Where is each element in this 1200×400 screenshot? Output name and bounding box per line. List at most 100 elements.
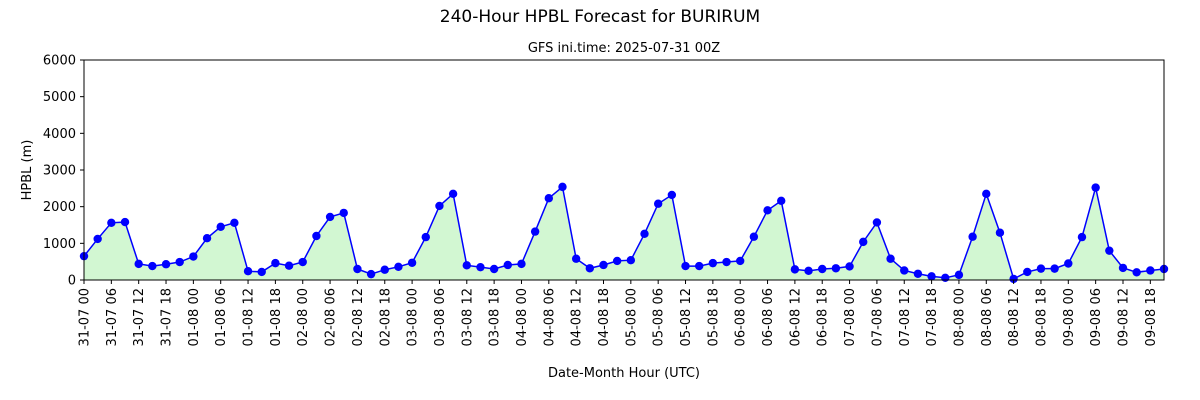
data-point	[189, 252, 198, 261]
x-tick-label: 09-08 00	[1062, 288, 1077, 346]
data-point	[722, 257, 731, 267]
data-point	[1009, 274, 1018, 284]
data-point	[845, 262, 854, 271]
x-tick-label: 07-08 18	[925, 288, 940, 346]
plot-area: 0 1000 2000 3000 4000 5000 6000 31-07 00 31-07 0…	[43, 54, 1169, 346]
data-point	[995, 228, 1005, 237]
data-point	[544, 194, 554, 203]
data-point	[421, 232, 430, 242]
data-point	[558, 182, 567, 192]
data-point	[312, 231, 321, 241]
data-point	[818, 264, 827, 274]
data-point	[216, 222, 225, 232]
data-point	[954, 270, 964, 280]
y-tick-label: 2000	[43, 200, 76, 215]
x-tick-label: 02-08 12	[351, 288, 366, 346]
data-point	[1146, 266, 1155, 275]
x-tick-label: 07-08 12	[898, 288, 913, 346]
x-tick-label: 09-08 12	[1116, 288, 1131, 346]
x-axis-label: Date-Month Hour (UTC)	[548, 366, 700, 381]
x-tick-label: 08-08 18	[1034, 288, 1049, 346]
data-point	[749, 232, 759, 241]
data-point	[517, 259, 526, 269]
data-point	[736, 256, 745, 266]
data-point	[489, 264, 499, 274]
data-point	[380, 265, 389, 274]
x-tick-label: 01-08 00	[187, 288, 202, 346]
y-tick-label: 5000	[43, 90, 76, 105]
y-tick-label: 6000	[43, 54, 76, 69]
data-point	[653, 199, 663, 208]
x-tick-label: 08-08 06	[980, 288, 995, 346]
data-point	[900, 266, 909, 275]
data-point	[366, 269, 376, 279]
x-tick-label: 31-07 12	[132, 288, 147, 346]
data-point	[1050, 264, 1059, 273]
data-point	[1036, 264, 1046, 273]
data-point	[859, 237, 868, 247]
data-point	[612, 256, 622, 266]
data-point	[394, 262, 403, 271]
x-tick-label: 04-08 12	[570, 288, 585, 346]
data-point	[941, 273, 950, 282]
data-point	[325, 212, 335, 222]
data-point	[667, 190, 677, 200]
data-point	[230, 218, 239, 227]
x-tick-label: 01-08 18	[269, 288, 284, 346]
data-point	[284, 261, 294, 270]
data-point	[503, 260, 512, 270]
y-tick-label: 1000	[43, 237, 76, 252]
data-point	[243, 267, 253, 276]
x-tick-label: 07-08 06	[870, 288, 885, 346]
data-point	[1064, 259, 1073, 268]
data-point	[708, 258, 718, 268]
data-point	[353, 264, 362, 274]
x-tick-label: 31-07 06	[105, 288, 120, 346]
x-tick-label: 08-08 12	[1007, 288, 1022, 346]
data-point	[790, 265, 800, 274]
y-tick-label: 3000	[43, 164, 76, 179]
data-point	[462, 261, 471, 270]
data-point	[476, 262, 485, 272]
data-point	[681, 261, 690, 271]
x-tick-label: 03-08 00	[406, 288, 421, 346]
data-point	[107, 218, 116, 227]
data-point	[599, 260, 608, 270]
data-point	[804, 266, 813, 276]
x-tick-label: 04-08 18	[597, 288, 612, 346]
data-point	[1023, 267, 1032, 277]
data-point	[134, 259, 143, 269]
data-point	[571, 254, 581, 263]
data-point	[1105, 246, 1114, 255]
x-tick-label: 01-08 06	[214, 288, 229, 346]
data-point	[872, 218, 882, 227]
y-axis-label: HPBL (m)	[20, 140, 35, 201]
data-point	[148, 261, 157, 271]
data-point	[298, 257, 307, 267]
chart-subtitle: GFS ini.time: 2025-07-31 00Z	[528, 41, 720, 56]
data-point	[763, 206, 772, 215]
data-point	[120, 217, 130, 227]
x-tick-label: 03-08 06	[433, 288, 448, 346]
data-point	[257, 267, 266, 277]
x-tick-label: 05-08 12	[679, 288, 694, 346]
data-point	[777, 196, 786, 205]
chart-title: 240-Hour HPBL Forecast for BURIRUM	[440, 7, 760, 27]
x-tick-label: 05-08 00	[624, 288, 639, 346]
x-tick-label: 31-07 00	[78, 288, 93, 346]
data-point	[435, 201, 444, 211]
x-tick-label: 08-08 00	[952, 288, 967, 346]
data-point	[271, 258, 280, 268]
data-point	[530, 227, 540, 236]
x-tick-label: 06-08 18	[816, 288, 831, 346]
x-tick-label: 04-08 00	[515, 288, 530, 346]
data-point	[927, 272, 936, 281]
data-point	[202, 234, 212, 243]
data-point	[982, 189, 991, 199]
data-point	[968, 232, 977, 241]
data-point	[831, 264, 841, 273]
data-point	[913, 269, 923, 278]
data-point	[1118, 263, 1128, 273]
data-point	[1132, 268, 1141, 277]
x-tick-label: 09-08 06	[1089, 288, 1104, 346]
